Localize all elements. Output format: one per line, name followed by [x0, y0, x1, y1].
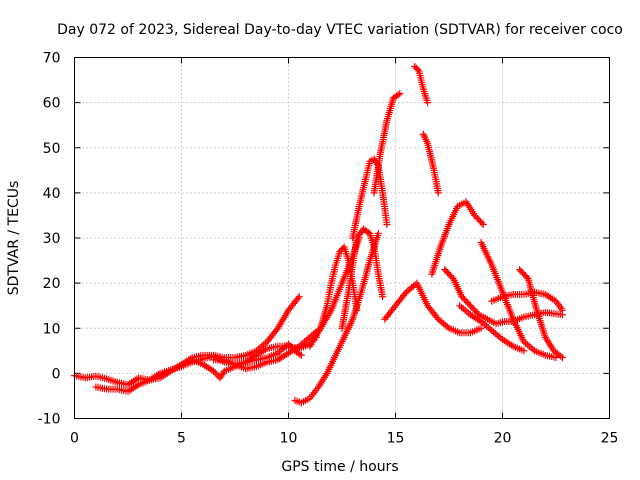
y-tick-label: 10 — [43, 321, 61, 337]
y-tick-label: 0 — [52, 366, 61, 382]
series-track-08 — [349, 155, 391, 242]
x-tick-label: 10 — [280, 431, 298, 447]
chart-title: Day 072 of 2023, Sidereal Day-to-day VTE… — [57, 22, 623, 38]
data-point — [520, 347, 528, 355]
data-point — [374, 229, 382, 237]
data-point — [479, 220, 487, 228]
plot-frame — [74, 57, 610, 419]
data-point — [379, 293, 387, 301]
data-point — [401, 290, 409, 298]
x-tick-label: 15 — [387, 431, 405, 447]
y-axis-label: SDTVAR / TECUs — [6, 181, 22, 296]
y-tick-label: 40 — [43, 186, 61, 202]
data-point — [414, 66, 422, 74]
series-track-13 — [381, 279, 485, 337]
data-point — [478, 219, 486, 227]
series-track-09 — [370, 90, 404, 197]
data-point — [297, 351, 305, 359]
series-track-18 — [456, 302, 528, 355]
data-point — [396, 90, 404, 98]
data-point — [295, 293, 303, 301]
series-track-07 — [338, 225, 387, 332]
data-point — [558, 306, 566, 314]
data-point — [434, 189, 442, 197]
data-point — [557, 352, 565, 360]
x-tick-label: 20 — [494, 431, 512, 447]
grid — [74, 57, 610, 419]
series-track-10 — [411, 63, 432, 107]
data-point — [383, 220, 391, 228]
data-point — [477, 324, 485, 332]
ticks: 0 5 10 15 20 25 -10 0 10 20 30 40 50 60 70 — [38, 51, 619, 447]
data-point — [433, 314, 441, 322]
data-point — [558, 354, 566, 362]
data-point — [394, 91, 402, 99]
data-marks — [71, 63, 566, 407]
data-point — [210, 367, 218, 375]
y-tick-label: 30 — [43, 231, 61, 247]
series-track-16 — [488, 288, 566, 314]
series-track-14 — [441, 266, 566, 328]
y-tick-label: -10 — [38, 412, 61, 428]
data-point — [294, 294, 302, 302]
series-track-03 — [188, 333, 320, 382]
data-point — [424, 99, 432, 107]
series-track-12 — [428, 198, 487, 278]
y-tick-label: 20 — [43, 276, 61, 292]
series-track-11 — [419, 130, 442, 197]
series-track-02 — [92, 293, 303, 395]
data-point — [474, 309, 482, 317]
x-tick-label: 0 — [70, 431, 79, 447]
x-axis-label: GPS time / hours — [281, 459, 398, 475]
x-tick-label: 5 — [177, 431, 186, 447]
y-tick-label: 70 — [43, 51, 61, 67]
y-tick-label: 50 — [43, 141, 61, 157]
y-tick-label: 60 — [43, 96, 61, 112]
data-point — [448, 273, 456, 281]
series-track-17 — [516, 266, 566, 362]
data-point — [211, 369, 219, 377]
data-point — [523, 273, 531, 281]
x-tick-label: 25 — [601, 431, 619, 447]
data-point — [353, 306, 361, 314]
